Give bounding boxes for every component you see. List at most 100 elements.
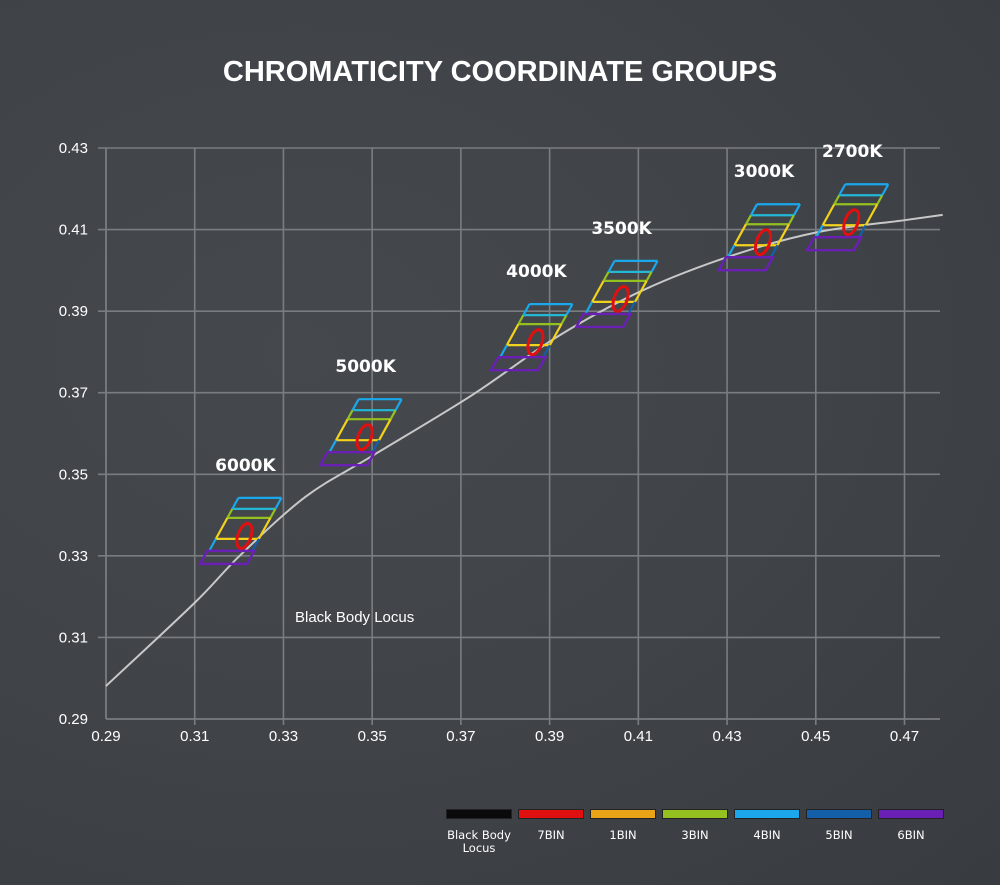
x-tick-label: 0.35 [358,728,387,745]
bin-7-ellipse [355,423,374,452]
bin-group-2700k: 2700K [804,142,890,252]
legend-label: 7BIN [537,828,565,842]
bin-6-box [716,256,775,272]
y-tick-label: 0.37 [59,385,88,402]
bin-7-ellipse [235,521,254,550]
bin-7-ellipse [842,208,861,237]
legend-item: Black Body Locus [446,809,512,855]
bin-edge [749,203,758,216]
legend-swatch [878,809,944,819]
x-tick-label: 0.33 [269,728,298,745]
bin-edge [231,497,240,510]
bin-edge [821,203,836,226]
chart-title: CHROMATICITY COORDINATE GROUPS [222,56,778,88]
legend-label: 4BIN [753,828,781,842]
bin-edge [881,183,890,196]
bin-edge [548,323,563,346]
bin-group-5000k: 5000K [318,357,403,467]
bin-edge [602,271,610,282]
legend-swatch [734,809,800,819]
cct-label: 6000K [215,456,276,476]
bin-edge [650,260,659,273]
bin-edge [257,517,272,540]
bin-6-box [574,312,633,329]
cct-label: 2700K [822,142,883,162]
bin-edge [371,439,381,453]
bin-edge [505,323,520,346]
bin-edge [584,301,594,315]
bin-edge [560,314,568,325]
cct-label: 3500K [591,219,652,239]
bin-edge [522,303,531,316]
x-tick-label: 0.39 [535,728,564,745]
bin-edge [634,280,648,303]
legend-label: 3BIN [681,828,709,842]
bin-edge [565,303,574,316]
cct-label: 3000K [734,162,795,182]
legend-item: 5BIN [806,809,872,855]
bin-group-4000k: 4000K [489,262,574,372]
axes [105,148,940,720]
legend-swatch [518,809,584,819]
bin-edge [214,517,229,540]
bin-edge [607,260,616,273]
legend-item: 3BIN [662,809,728,855]
legend-item: 6BIN [878,809,944,855]
cct-label: 5000K [335,357,396,377]
bin-edge [328,439,338,453]
legend-item: 7BIN [518,809,584,855]
black-body-locus-annotation: Black Body Locus [295,609,414,626]
bin-group-3000k: 3000K [716,162,801,272]
legend-swatch [806,809,872,819]
legend-label: 1BIN [609,828,637,842]
bin-6-box [198,549,257,566]
y-tick-label: 0.43 [59,140,88,157]
bin-6-box [489,355,548,372]
bin-groups: 6000K 5000K 4000K 3500K 3000K 2700K [198,142,890,566]
y-tick-label: 0.33 [59,548,88,565]
bin-edge [351,398,360,411]
y-tick-label: 0.41 [59,222,88,239]
black-body-locus [105,213,943,687]
bin-7-ellipse [611,284,630,313]
bin-edge [517,314,525,325]
bin-edge [876,194,884,205]
y-tick-label: 0.29 [59,711,88,728]
legend-swatch [446,809,512,819]
bin-edge [838,183,847,196]
legend-item: 1BIN [590,809,656,855]
bin-edge [726,244,736,258]
bin-7-ellipse [526,328,545,357]
legend-label: 5BIN [825,828,853,842]
bin-edge [792,203,801,216]
x-tick-label: 0.41 [624,728,653,745]
bin-edge [542,344,551,358]
x-tick-label: 0.29 [91,728,120,745]
x-tick-label: 0.37 [446,728,475,745]
bin-edge [269,508,277,519]
bin-edge [251,538,260,552]
bin-6-box [804,236,864,252]
bin-edge [226,508,234,519]
bin-edge [499,344,508,358]
legend-swatch [590,809,656,819]
black-body-locus-line [105,213,943,687]
x-tick-label: 0.43 [712,728,741,745]
x-tick-label: 0.47 [890,728,919,745]
grid [98,147,940,725]
bin-group-6000k: 6000K [198,456,283,566]
bin-edge [389,409,397,420]
tick-labels: 0.29 0.31 0.33 0.35 0.37 0.39 0.41 0.43 0.45 0.47… [59,140,919,745]
cct-label: 4000K [506,262,567,282]
legend-swatch [662,809,728,819]
legend-label: Black Body Locus [447,828,511,855]
bin-edge [591,280,605,303]
bin-edge [335,418,349,441]
legend-item: 4BIN [734,809,800,855]
bin-edge [858,224,867,238]
y-tick-label: 0.31 [59,629,88,646]
bin-edge [745,214,752,225]
bin-edge [733,223,747,246]
bin-edge [776,223,790,246]
